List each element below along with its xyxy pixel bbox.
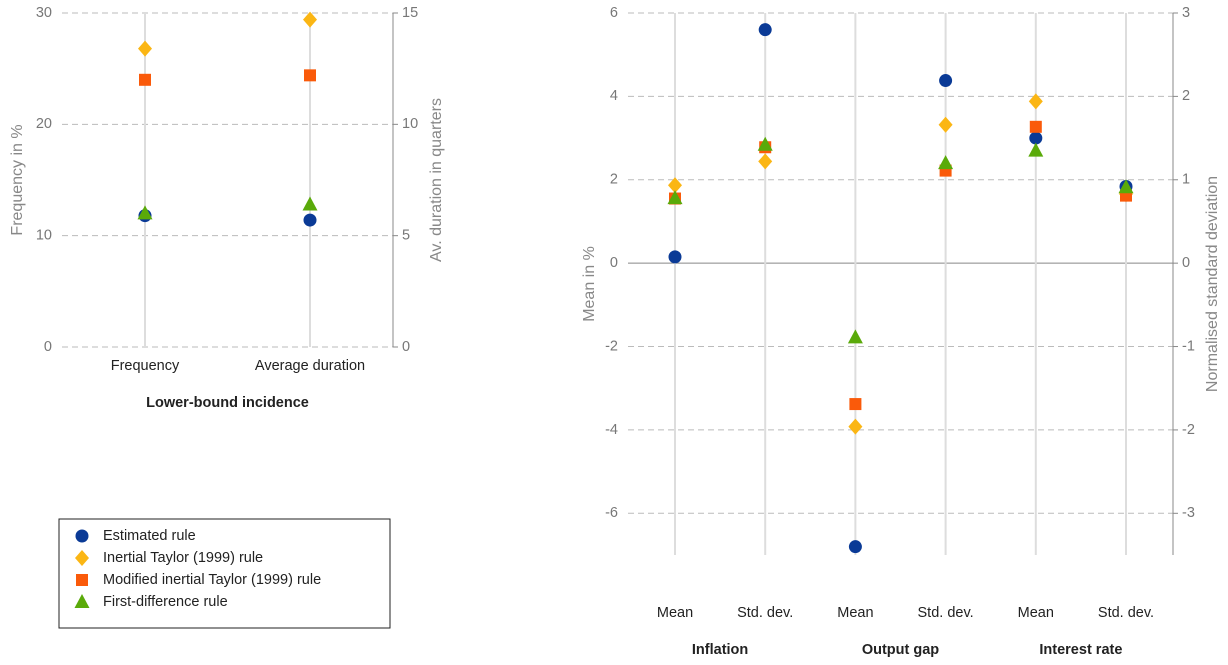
marker xyxy=(74,594,90,608)
y-tick-label: 0 xyxy=(610,255,618,271)
marker xyxy=(939,74,953,88)
y-axis-title: Frequency in % xyxy=(9,124,26,235)
y2-tick-label: -2 xyxy=(1182,422,1195,438)
marker xyxy=(938,116,953,133)
marker xyxy=(667,190,683,205)
x-tick-label: Std. dev. xyxy=(918,605,974,621)
y2-tick-label: 10 xyxy=(402,116,418,132)
y2-axis-title: Normalised standard deviation xyxy=(1204,176,1221,392)
marker xyxy=(75,529,89,543)
marker xyxy=(1028,142,1044,157)
y-tick-label: -6 xyxy=(605,505,618,521)
y2-tick-label: 15 xyxy=(402,5,418,21)
group-label: Inflation xyxy=(692,642,748,658)
y2-tick-label: 0 xyxy=(402,339,410,355)
group-label: Output gap xyxy=(862,642,939,658)
y2-tick-label: -3 xyxy=(1182,505,1195,521)
marker xyxy=(1029,131,1043,145)
y-axis-title: Mean in % xyxy=(581,246,598,322)
legend-label: Estimated rule xyxy=(103,528,196,544)
y2-tick-label: 0 xyxy=(1182,255,1190,271)
y2-tick-label: -1 xyxy=(1182,338,1195,354)
y-tick-label: 10 xyxy=(36,227,52,243)
marker xyxy=(668,177,682,194)
y2-tick-label: 1 xyxy=(1182,172,1190,188)
y-tick-label: 4 xyxy=(610,88,618,104)
legend-label: Modified inertial Taylor (1999) rule xyxy=(103,572,321,588)
y-tick-label: 6 xyxy=(610,5,618,21)
y-tick-label: 0 xyxy=(44,339,52,355)
marker xyxy=(1118,179,1134,194)
marker xyxy=(1029,120,1042,133)
x-tick-label: Mean xyxy=(657,605,693,621)
legend-box xyxy=(58,518,391,629)
marker xyxy=(75,550,89,566)
y-tick-label: 2 xyxy=(610,172,618,188)
y2-axis-title: Av. duration in quarters xyxy=(428,98,445,262)
legend-label: First-difference rule xyxy=(103,594,228,610)
marker xyxy=(758,153,773,170)
marker xyxy=(137,205,153,220)
marker xyxy=(303,213,317,227)
x-tick-label: Mean xyxy=(837,605,873,621)
marker xyxy=(758,23,772,37)
marker xyxy=(848,540,862,554)
marker xyxy=(848,418,863,435)
x-tick-label: Std. dev. xyxy=(1098,605,1154,621)
marker xyxy=(1028,93,1043,110)
marker xyxy=(302,196,318,211)
marker xyxy=(76,574,88,586)
marker xyxy=(938,155,954,170)
y-tick-label: 20 xyxy=(36,116,52,132)
marker xyxy=(757,136,773,151)
x-tick-label: Std. dev. xyxy=(737,605,793,621)
legend-label: Inertial Taylor (1999) rule xyxy=(103,550,263,566)
marker xyxy=(139,73,151,86)
y2-tick-label: 3 xyxy=(1182,5,1190,21)
x-tick-label: Frequency xyxy=(111,358,180,374)
x-axis-title: Lower-bound incidence xyxy=(146,395,309,411)
marker xyxy=(849,398,862,411)
marker xyxy=(138,40,152,57)
y-tick-label: -2 xyxy=(605,338,618,354)
marker xyxy=(847,329,863,344)
x-tick-label: Mean xyxy=(1018,605,1054,621)
y-tick-label: -4 xyxy=(605,422,618,438)
marker xyxy=(668,250,682,264)
y2-tick-label: 2 xyxy=(1182,88,1190,104)
marker xyxy=(304,69,316,82)
x-tick-label: Average duration xyxy=(255,358,365,374)
group-label: Interest rate xyxy=(1039,642,1122,658)
y2-tick-label: 5 xyxy=(402,227,410,243)
marker xyxy=(303,11,317,28)
y-tick-label: 30 xyxy=(36,5,52,21)
